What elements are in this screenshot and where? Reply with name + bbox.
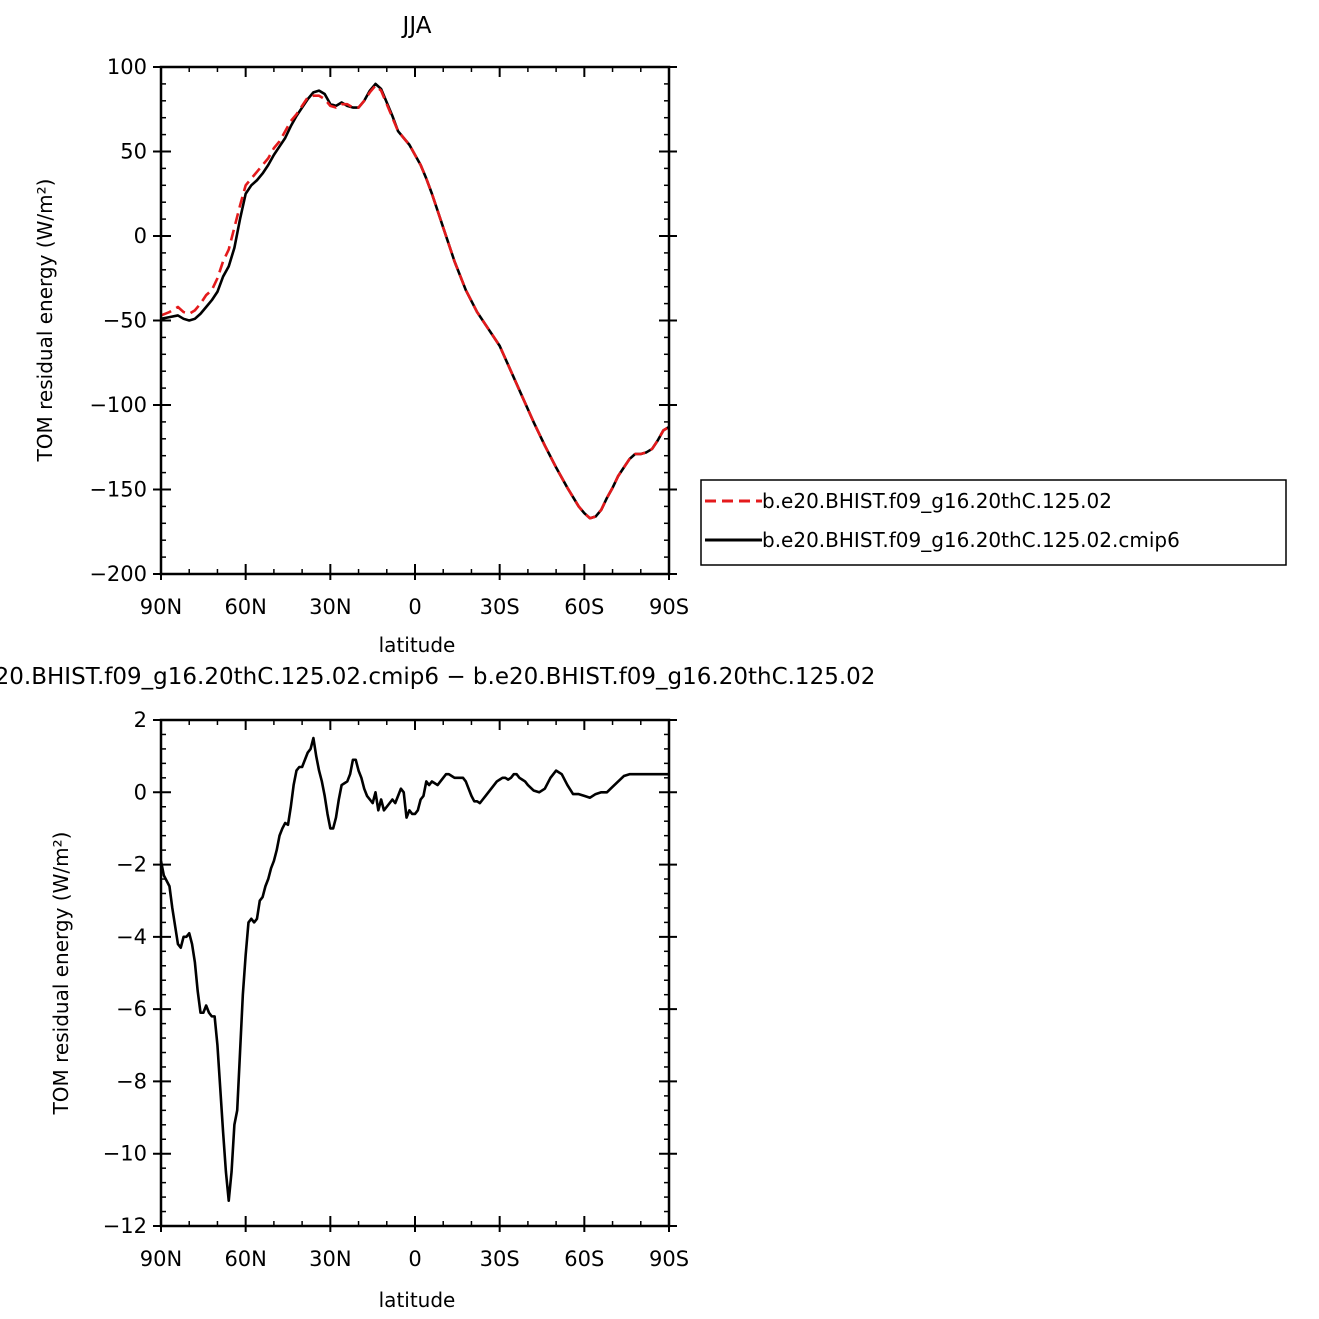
legend-label-2: b.e20.BHIST.f09_g16.20thC.125.02.cmip6 (762, 528, 1180, 552)
y-tick-label: −200 (89, 562, 147, 586)
x-tick-label: 30N (309, 595, 351, 619)
x-tick-label: 0 (408, 595, 421, 619)
x-tick-label: 30S (480, 595, 520, 619)
y-tick-label: −2 (116, 853, 147, 877)
top-y-axis-title: TOM residual energy (W/m²) (33, 179, 57, 463)
x-tick-label: 0 (408, 1247, 421, 1271)
x-tick-label: 30S (480, 1247, 520, 1271)
x-tick-label: 90N (140, 1247, 182, 1271)
y-tick-label: −8 (116, 1069, 147, 1093)
bottom-panel: b.e20.BHIST.f09_g16.20thC.125.02.cmip6 −… (0, 664, 875, 1312)
y-tick-label: 0 (134, 780, 147, 804)
bottom-plot-frame (159, 718, 671, 1228)
y-tick-label: −50 (103, 309, 147, 333)
y-tick-label: 2 (134, 708, 147, 732)
top-plot-frame (159, 65, 671, 576)
legend-box (700, 479, 1287, 566)
y-tick-label: −12 (103, 1214, 147, 1238)
x-tick-label: 90S (649, 1247, 689, 1271)
y-tick-label: 100 (107, 55, 147, 79)
top-plot-title: JJA (401, 13, 432, 39)
x-tick-label: 60N (224, 595, 266, 619)
y-tick-label: 0 (134, 224, 147, 248)
bottom-y-axis-title: TOM residual energy (W/m²) (49, 832, 73, 1116)
bottom-x-axis-title: latitude (379, 1288, 456, 1312)
x-tick-label: 60N (224, 1247, 266, 1271)
x-tick-label: 90S (649, 595, 689, 619)
top-legend: b.e20.BHIST.f09_g16.20thC.125.02 b.e20.B… (700, 479, 1287, 566)
x-tick-label: 90N (140, 595, 182, 619)
y-tick-label: −10 (103, 1142, 147, 1166)
y-tick-label: −150 (89, 478, 147, 502)
y-tick-label: −6 (116, 997, 147, 1021)
x-tick-label: 60S (564, 595, 604, 619)
series-line-black (159, 736, 669, 1202)
series-line-red-dashed (160, 84, 670, 520)
top-x-axis-title: latitude (379, 633, 456, 657)
bottom-plot-title: b.e20.BHIST.f09_g16.20thC.125.02.cmip6 −… (0, 664, 875, 690)
y-tick-label: −100 (89, 393, 147, 417)
top-panel: JJA 90N 60N 30N 0 30S 60S 90S 100 50 0 −50 −100 −150… (33, 13, 1287, 657)
legend-label-1: b.e20.BHIST.f09_g16.20thC.125.02 (762, 489, 1112, 513)
x-tick-label: 60S (564, 1247, 604, 1271)
y-tick-label: −4 (116, 925, 147, 949)
x-tick-label: 30N (309, 1247, 351, 1271)
y-tick-label: 50 (120, 140, 147, 164)
